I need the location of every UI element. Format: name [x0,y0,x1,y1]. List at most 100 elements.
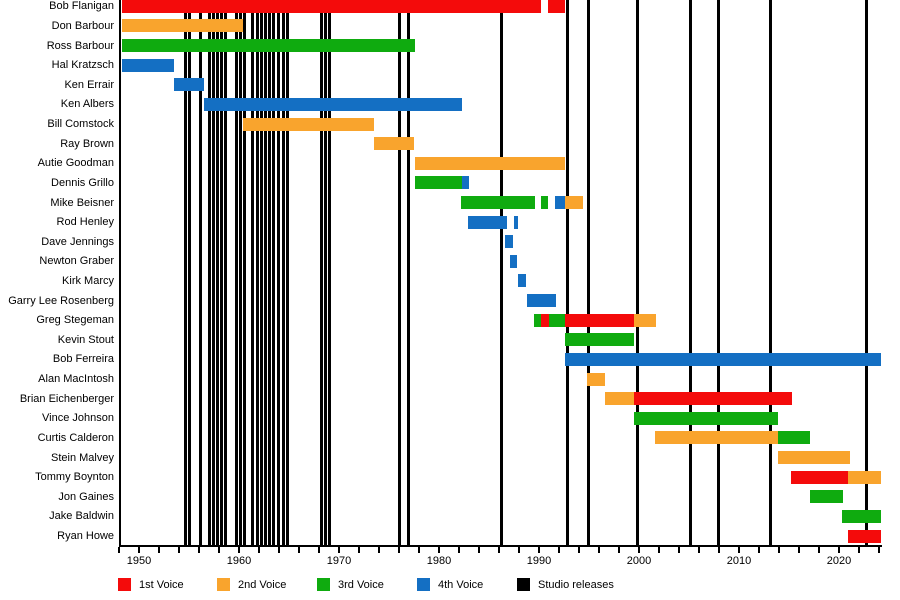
member-label: Mike Beisner [50,196,114,209]
x-axis-tick [498,547,500,553]
timeline-segment-4th-voice [122,58,174,72]
timeline-segment-4th-voice [462,176,469,190]
x-axis-tick-label: 1990 [526,555,552,567]
x-axis-tick-label: 1960 [226,555,252,567]
studio-release-line [499,0,503,545]
timeline-segment-4th-voice [204,97,462,111]
legend-label: Studio releases [538,579,614,591]
timeline-segment-3rd-voice [778,431,810,445]
member-label: Ross Barbour [46,39,114,52]
x-axis-tick [818,547,820,553]
member-label: Stein Malvey [51,451,114,464]
studio-release-line [688,0,692,545]
timeline-segment-4th-voice [468,215,507,229]
studio-release-line [255,0,259,545]
studio-release-line [864,0,868,545]
member-label: Ray Brown [60,137,114,150]
member-label: Jake Baldwin [49,510,114,523]
member-label: Curtis Calderon [37,431,114,444]
x-axis-tick [798,547,800,553]
studio-release-line [397,0,401,545]
member-label: Bob Ferreira [52,353,114,366]
member-label: Newton Graber [39,255,114,268]
legend-label: 4th Voice [438,579,484,591]
timeline-segment-2nd-voice [778,451,850,465]
studio-release-line [215,0,219,545]
timeline-segment-3rd-voice [534,313,541,327]
member-label: Dennis Grillo [51,176,114,189]
member-label: Don Barbour [51,19,114,32]
x-axis-tick [278,547,280,553]
x-axis-tick [698,547,700,553]
x-axis-tick [718,547,720,553]
timeline-segment-2nd-voice [374,137,414,151]
x-axis-tick [638,547,640,553]
x-axis-tick [198,547,200,553]
x-axis-tick [778,547,780,553]
timeline-segment-4th-voice [510,254,517,268]
legend-label: 3rd Voice [338,579,384,591]
studio-release-line [211,0,215,545]
x-axis-tick [758,547,760,553]
x-axis-tick [158,547,160,553]
x-axis-tick [338,547,340,553]
studio-release-line [768,0,772,545]
timeline-segment-3rd-voice [810,490,843,504]
studio-release-line [271,0,275,545]
timeline-segment-1st-voice [565,313,634,327]
member-label: Rod Henley [56,216,114,229]
timeline-segment-1st-voice [791,470,848,484]
studio-release-line [198,0,202,545]
member-label: Ryan Howe [57,530,114,543]
studio-release-line [586,0,590,545]
studio-release-line [187,0,191,545]
timeline-segment-2nd-voice [122,19,243,33]
studio-release-line [635,0,639,545]
timeline-segment-3rd-voice [541,196,548,209]
timeline-segment-1st-voice [541,313,549,327]
timeline-segment-3rd-voice [549,313,565,327]
x-axis-tick-label: 1980 [426,555,452,567]
x-axis-tick-label: 2010 [726,555,752,567]
timeline-segment-1st-voice [634,392,792,406]
studio-release-line [259,0,263,545]
x-axis-tick [738,547,740,553]
member-label: Bill Comstock [47,118,114,131]
studio-release-line [267,0,271,545]
x-axis-tick [238,547,240,553]
timeline-segment-1st-voice [548,0,565,13]
x-axis-tick [578,547,580,553]
legend-swatch-3rd [317,578,330,591]
x-axis-tick [398,547,400,553]
member-label: Greg Stegeman [36,314,114,327]
x-axis-tick [378,547,380,553]
x-axis-tick [518,547,520,553]
studio-release-line [406,0,410,545]
studio-release-line [285,0,289,545]
legend-label: 1st Voice [139,579,184,591]
studio-release-line [238,0,242,545]
studio-release-line [250,0,254,545]
member-label: Alan MacIntosh [38,373,114,386]
x-axis-tick [878,547,880,553]
x-axis-tick [218,547,220,553]
x-axis-tick [538,547,540,553]
studio-release-line [276,0,280,545]
member-label: Bob Flanigan [49,0,114,13]
x-axis-tick [598,547,600,553]
studio-release-line [323,0,327,545]
timeline-segment-3rd-voice [415,176,462,190]
legend-label: 2nd Voice [238,579,287,591]
studio-release-line [327,0,331,545]
x-axis-tick [178,547,180,553]
x-axis-tick [258,547,260,553]
x-axis-tick [318,547,320,553]
x-axis-tick-label: 1970 [326,555,352,567]
legend-swatch-2nd [217,578,230,591]
x-axis-tick [418,547,420,553]
legend-swatch-1st [118,578,131,591]
timeline-segment-1st-voice [122,0,541,13]
x-axis-tick [858,547,860,553]
member-label: Garry Lee Rosenberg [8,294,114,307]
